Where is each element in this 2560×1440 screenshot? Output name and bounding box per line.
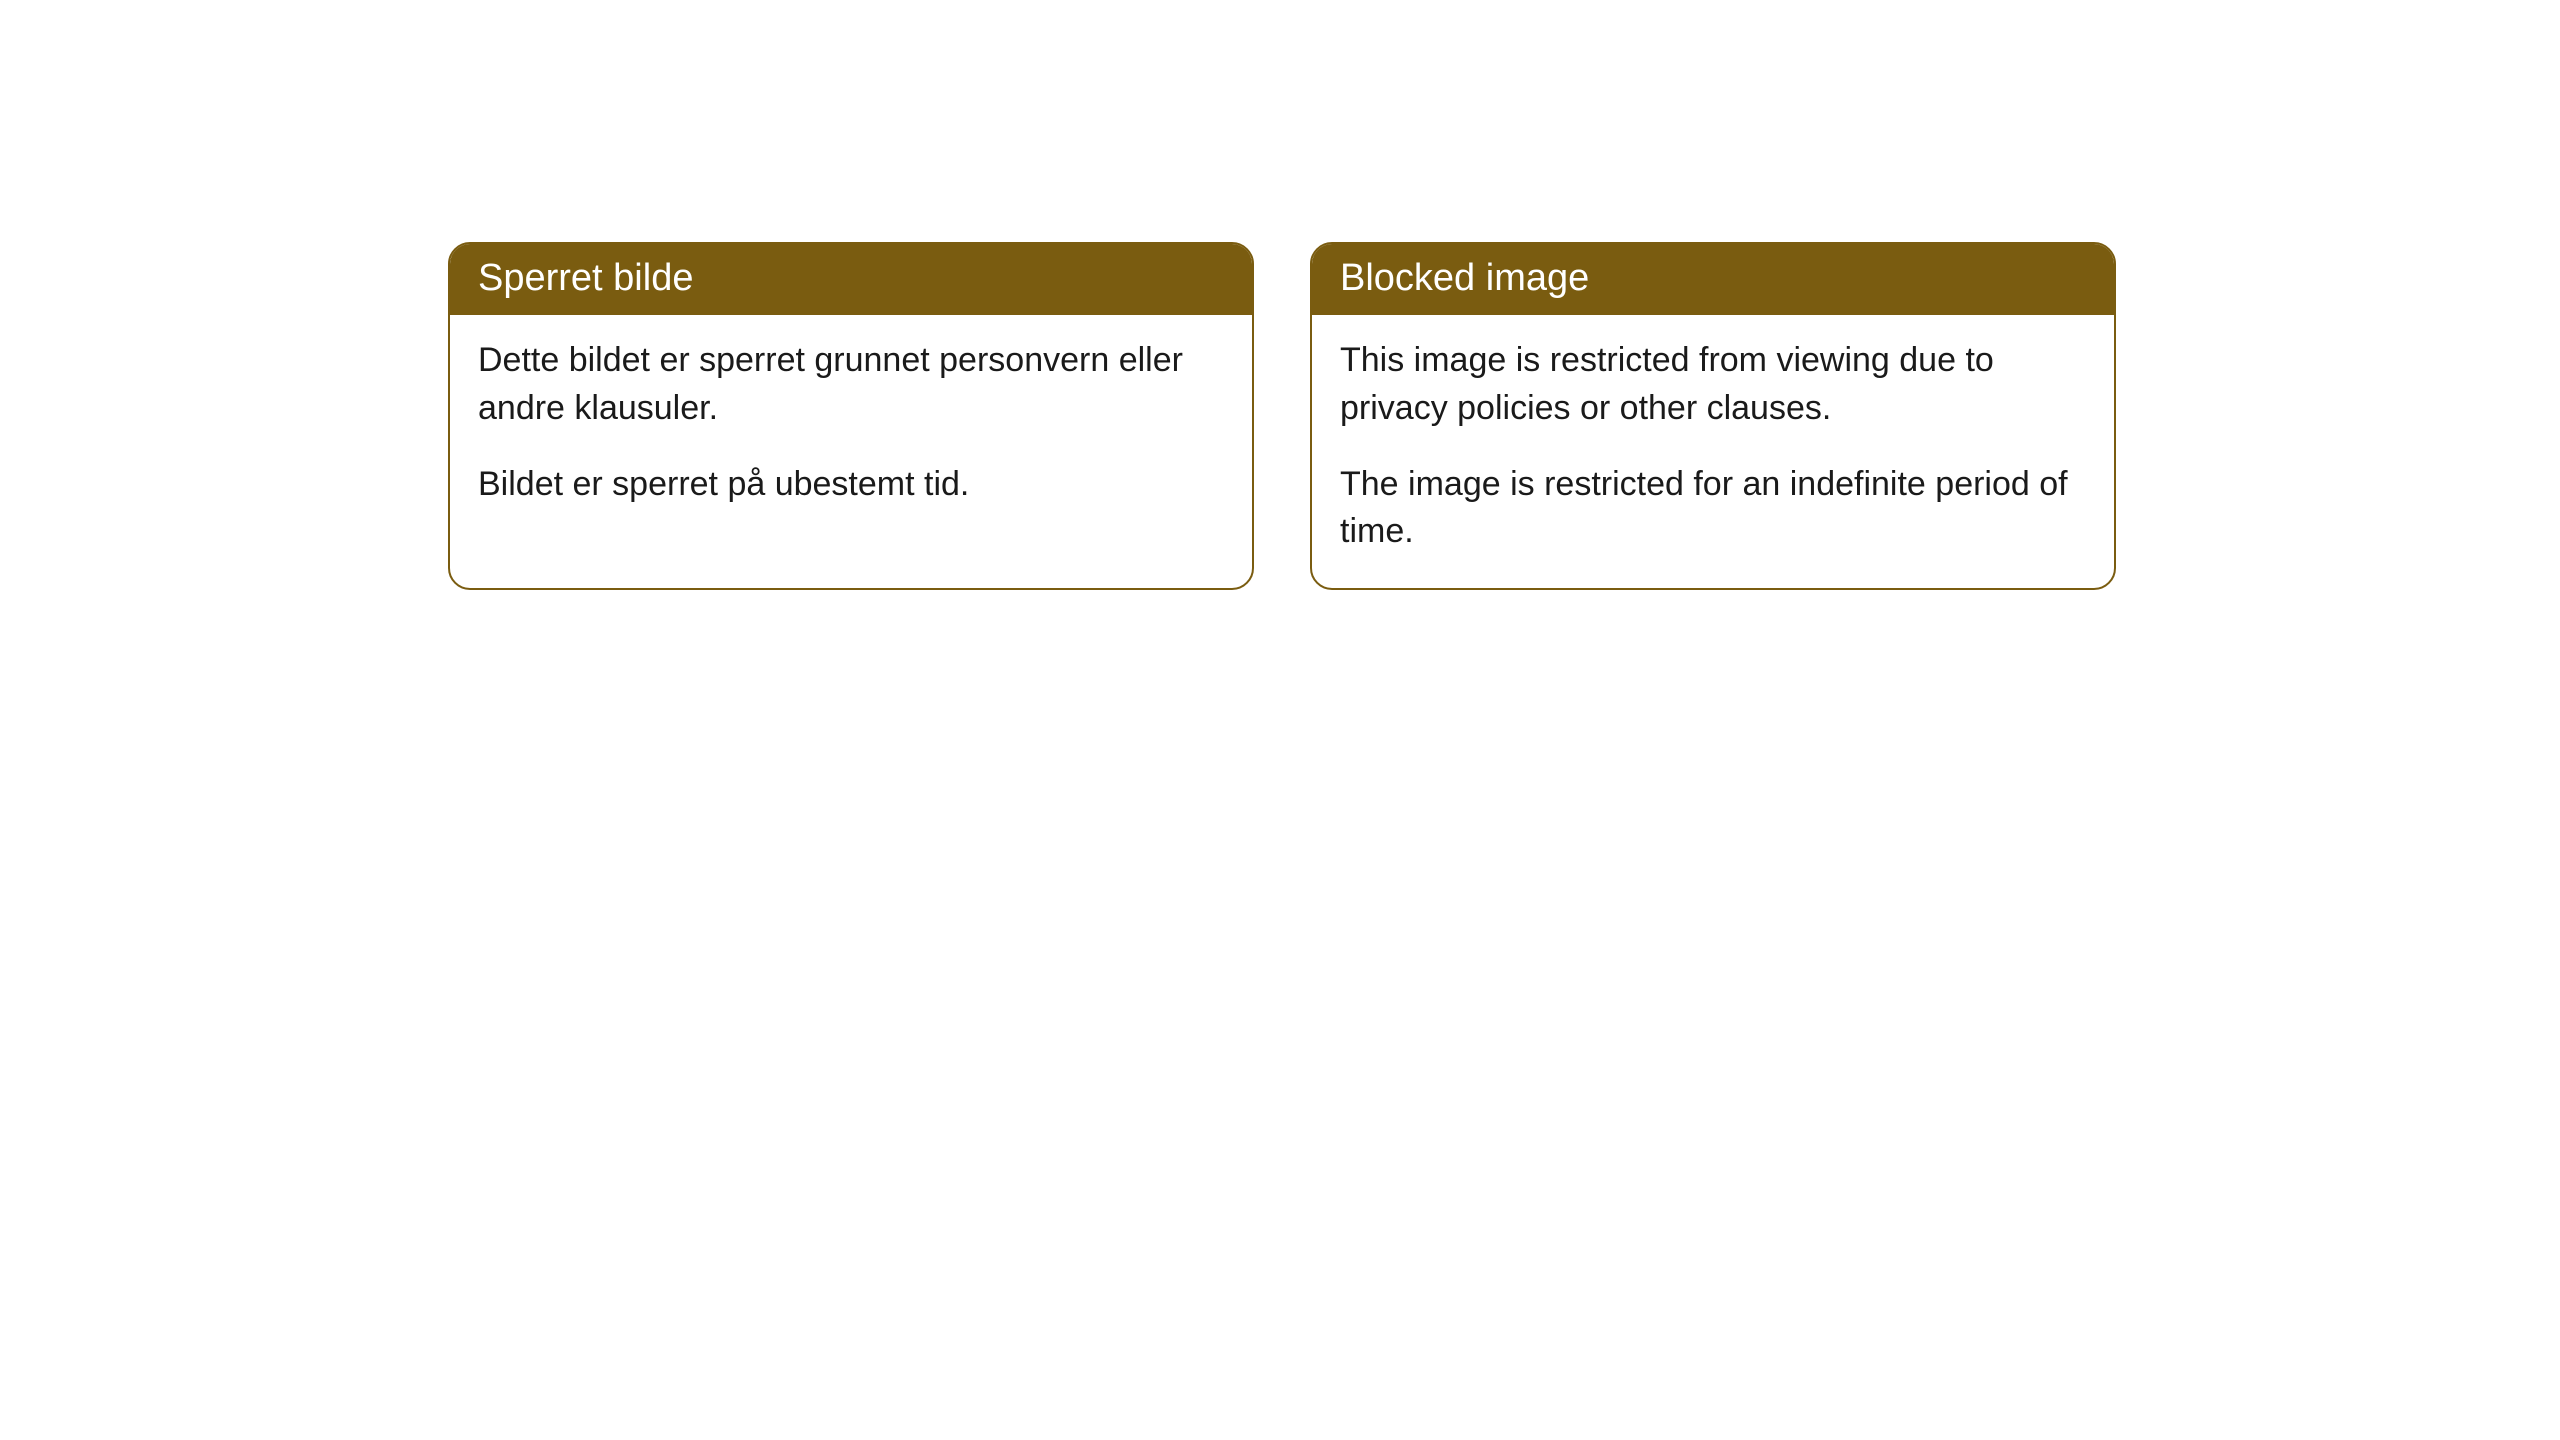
card-paragraph-1-norwegian: Dette bildet er sperret grunnet personve… — [478, 337, 1224, 432]
blocked-image-card-english: Blocked image This image is restricted f… — [1310, 242, 2116, 590]
card-paragraph-2-norwegian: Bildet er sperret på ubestemt tid. — [478, 461, 1224, 509]
card-paragraph-2-english: The image is restricted for an indefinit… — [1340, 461, 2086, 556]
card-body-english: This image is restricted from viewing du… — [1312, 315, 2114, 587]
card-header-english: Blocked image — [1312, 244, 2114, 315]
card-body-norwegian: Dette bildet er sperret grunnet personve… — [450, 315, 1252, 540]
card-container: Sperret bilde Dette bildet er sperret gr… — [0, 0, 2560, 590]
card-paragraph-1-english: This image is restricted from viewing du… — [1340, 337, 2086, 432]
blocked-image-card-norwegian: Sperret bilde Dette bildet er sperret gr… — [448, 242, 1254, 590]
card-header-norwegian: Sperret bilde — [450, 244, 1252, 315]
